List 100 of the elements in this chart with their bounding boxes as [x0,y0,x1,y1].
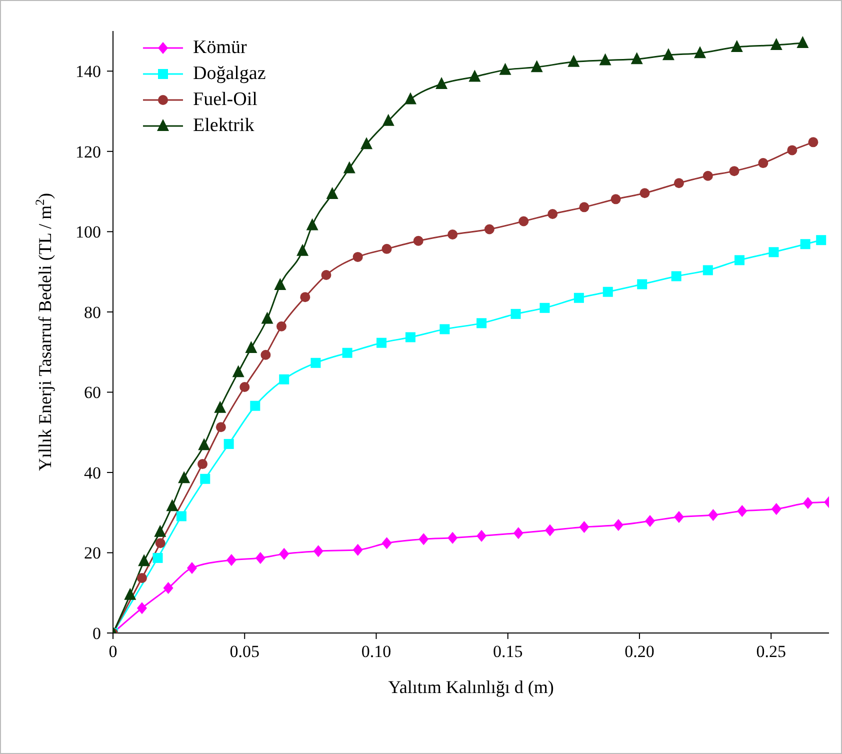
x-tick-label: 0.25 [756,642,786,661]
point [136,573,147,584]
point [360,137,372,150]
x-tick-label: 0.05 [230,642,260,661]
point [540,302,550,313]
point [260,350,271,360]
point [802,496,813,509]
point [276,321,286,332]
point [376,338,386,348]
point [708,509,718,522]
y-tick-label: 0 [92,624,101,643]
point [758,158,768,168]
point [737,504,748,517]
x-axis-title: Yalıtım Kalınlığı d (m) [388,677,554,697]
point [674,178,684,188]
point [200,474,210,484]
point [671,271,682,282]
y-tick-label: 20 [84,544,101,563]
point [216,422,226,432]
point [448,229,458,240]
point [548,209,558,220]
point [530,60,543,72]
point [645,515,655,528]
point [436,76,448,89]
point [729,166,740,176]
point [313,545,324,558]
point [300,292,310,302]
point [418,533,429,546]
point [154,524,166,537]
point [513,527,524,540]
point [404,92,416,104]
point [166,499,178,512]
point [510,308,521,319]
point [138,554,150,566]
point [136,602,147,614]
point [579,202,590,212]
point [468,70,481,82]
point [163,582,174,594]
point [787,145,798,156]
point [198,459,208,470]
point [178,471,190,484]
point [662,48,674,60]
point [730,40,743,52]
point [261,312,274,324]
point [124,588,136,600]
point [405,332,416,342]
point [321,270,332,280]
point [155,538,166,548]
point [342,348,352,358]
point [768,247,779,258]
point [440,324,450,334]
point [382,114,394,126]
point [240,382,250,392]
legend-label: Doğalgaz [193,62,266,86]
point [499,62,512,75]
point [343,161,356,174]
point [574,292,584,303]
point [800,239,810,250]
point [382,244,392,254]
point [613,519,624,532]
y-tick-label: 60 [84,383,101,402]
point [274,278,286,290]
point [637,279,648,290]
point [808,137,818,148]
point [568,54,580,67]
point [306,218,318,230]
point [544,524,555,536]
x-tick-label: 0.20 [624,642,654,661]
point [214,400,226,413]
point [152,552,163,563]
y-tick-label: 40 [84,463,101,482]
legend-label: Elektrik [193,114,254,138]
legend-label: Fuel-Oil [193,88,258,112]
x-tick-label: 0.10 [361,642,392,661]
point [352,544,363,556]
point [476,530,487,542]
point [232,365,244,378]
point [484,224,494,234]
point [226,554,236,566]
point [796,36,809,48]
point [176,511,186,522]
point [382,537,392,550]
point [279,374,290,384]
point [518,216,529,226]
point [413,236,424,246]
point [476,318,487,328]
point [326,186,338,199]
y-tick-label: 100 [76,222,101,242]
point [610,194,621,204]
point [702,265,713,276]
point [599,53,612,66]
point [602,286,613,297]
x-tick-label: 0 [108,642,118,661]
y-tick-label: 80 [84,302,101,322]
point [310,358,321,368]
point [734,255,744,266]
point [702,170,713,181]
legend-label: Kömür [193,36,247,60]
x-tick-label: 0.15 [492,642,523,661]
point [770,38,782,50]
